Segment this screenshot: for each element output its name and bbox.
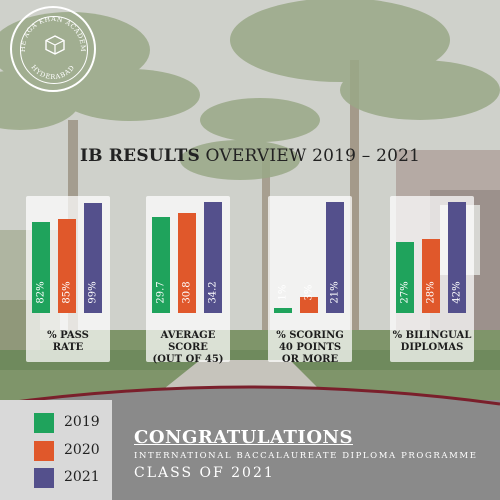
legend-swatch-2019 [34, 413, 54, 433]
bar-value-label: 30.8 [181, 280, 193, 304]
bar-value-label: 99% [87, 280, 99, 304]
legend: 2019 2020 2021 [0, 400, 112, 500]
bar-value-label: 3% [303, 284, 315, 300]
bar-value-label: 29.7 [155, 280, 167, 304]
bar-2020: 28% [422, 239, 440, 313]
title-rest: OVERVIEW 2019 – 2021 [199, 146, 421, 166]
legend-swatch-2020 [34, 441, 54, 461]
bar-2020: 85% [58, 219, 76, 313]
svg-text:THE AGA KHAN ACADEMY: THE AGA KHAN ACADEMY [12, 8, 87, 52]
legend-label-2020: 2020 [64, 442, 100, 458]
page-title: IB RESULTS OVERVIEW 2019 – 2021 [80, 146, 420, 166]
legend-label-2019: 2019 [64, 414, 100, 430]
class-of-text: CLASS OF 2021 [134, 465, 275, 481]
legend-swatch-2021 [34, 468, 54, 488]
title-bold: IB RESULTS [80, 146, 200, 166]
logo-text-ring: THE AGA KHAN ACADEMY HYDERABAD [12, 8, 87, 81]
bar-2019: 27% [396, 242, 414, 313]
programme-name: INTERNATIONAL BACCALAUREATE DIPLOMA PROG… [134, 451, 478, 461]
academy-logo: THE AGA KHAN ACADEMY HYDERABAD [10, 6, 96, 92]
bar-2021: 34.2 [204, 202, 222, 313]
bar-value-label: 82% [35, 280, 47, 304]
bar-2021: 42% [448, 202, 466, 313]
bar-2020: 3% [300, 284, 318, 313]
bar-value-label: 27% [399, 280, 411, 304]
svg-text:HYDERABAD: HYDERABAD [29, 63, 76, 81]
cube-icon [45, 35, 65, 55]
logo-text-bottom: HYDERABAD [29, 63, 75, 81]
logo-text-top: THE AGA KHAN ACADEMY [12, 8, 86, 52]
bar-value-label: 42% [451, 280, 463, 304]
footer-swoosh [0, 385, 500, 416]
bar-2019: 82% [32, 222, 50, 313]
chart-card-pass-rate: 82% 85% 99% [26, 196, 110, 362]
category-label-bilingual: % BILINGUAL DIPLOMAS [392, 330, 472, 353]
bar-value-label: 1% [277, 284, 289, 300]
bar-2019: 1% [274, 284, 292, 313]
category-label-average-score: AVERAGE SCORE (OUT OF 45) [152, 330, 224, 365]
category-label-scoring-40: % SCORING 40 POINTS OR MORE [276, 330, 344, 365]
bar-2019: 29.7 [152, 217, 170, 313]
chart-card-bilingual: 27% 28% 42% [390, 196, 474, 362]
bar-value-label: 28% [425, 280, 437, 304]
congratulations-heading: CONGRATULATIONS [134, 427, 353, 448]
bar-value-label: 85% [61, 280, 73, 304]
legend-label-2021: 2021 [64, 469, 100, 485]
bar-value-label: 21% [329, 280, 341, 304]
category-label-pass-rate: % PASS RATE [47, 330, 89, 353]
bar-value-label: 34.2 [207, 280, 219, 304]
bar-2021: 99% [84, 203, 102, 313]
bar-2020: 30.8 [178, 213, 196, 313]
chart-card-average-score: 29.7 30.8 34.2 [146, 196, 230, 362]
logo-inner-ring [20, 16, 88, 84]
chart-card-scoring-40: 1% 3% 21% [268, 196, 352, 362]
bar-2021: 21% [326, 202, 344, 313]
